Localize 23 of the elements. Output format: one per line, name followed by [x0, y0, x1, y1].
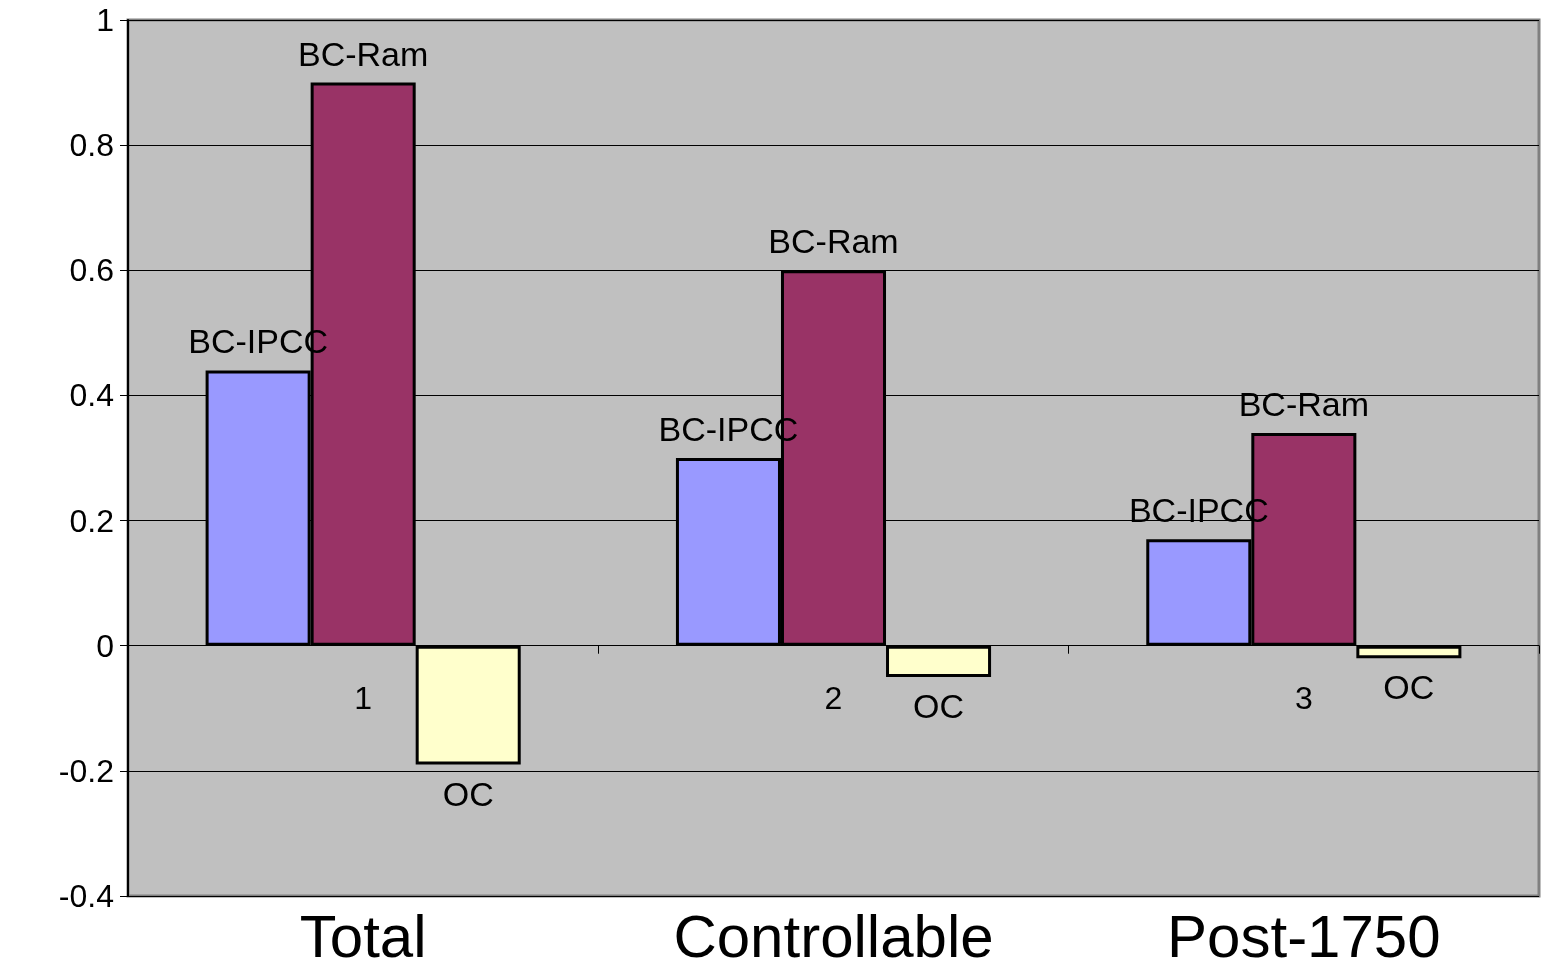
y-tick-label: 0.4 [69, 377, 114, 414]
series-label: OC [442, 774, 494, 813]
x-tick-label: 2 [824, 679, 843, 716]
y-tick-label: -0.2 [58, 752, 114, 789]
text: Controllable [673, 902, 994, 968]
bar [886, 645, 992, 677]
bar [1356, 645, 1462, 659]
y-tick-label: 0.6 [69, 252, 114, 289]
text: BC-Ram [768, 222, 899, 261]
text: OC [1383, 668, 1435, 707]
text: BC-Ram [297, 34, 429, 73]
x-tick-label: 3 [1294, 679, 1313, 716]
y-tick-label: 0 [96, 627, 114, 664]
text: Total [299, 902, 427, 968]
x-tick-label: 1 [354, 679, 373, 716]
text: Post-1750 [1167, 902, 1441, 968]
y-tick-label: -0.4 [58, 878, 114, 914]
y-tick-label: 0.2 [69, 502, 114, 539]
bar [415, 645, 521, 765]
y-tick-label: 1 [96, 2, 114, 38]
series-label: BC-Ram [1238, 384, 1370, 423]
y-tick-label: 0.8 [69, 127, 114, 164]
text: OC [913, 687, 965, 725]
